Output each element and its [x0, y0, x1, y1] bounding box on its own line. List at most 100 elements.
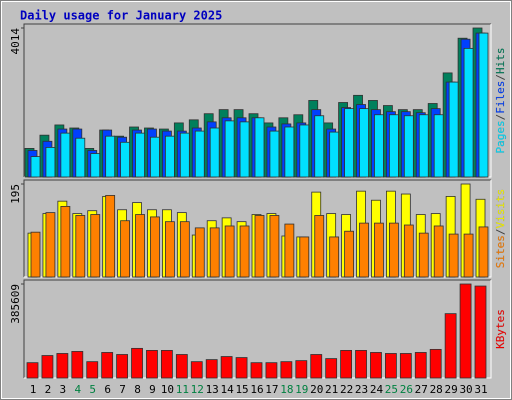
bar: [474, 285, 487, 379]
bar: [30, 231, 41, 278]
bar: [284, 223, 295, 278]
bar: [429, 348, 442, 379]
bar: [224, 120, 235, 178]
panel-bevel-dark: [23, 179, 491, 277]
bar: [340, 350, 353, 379]
y-tick-label: 195: [9, 184, 22, 204]
bar: [235, 357, 248, 379]
x-tick-label: 19: [295, 383, 308, 396]
bar: [135, 132, 145, 178]
bar: [209, 227, 220, 278]
bar: [190, 361, 203, 379]
bar: [239, 225, 250, 278]
bar: [448, 233, 459, 278]
bar: [194, 130, 205, 178]
panel-bevel-dark: [23, 279, 491, 378]
bar: [355, 350, 367, 379]
bar: [105, 135, 116, 178]
bar: [478, 32, 489, 178]
x-tick-label: 6: [104, 383, 111, 396]
bar: [75, 137, 86, 178]
bar: [150, 216, 160, 278]
bar: [329, 236, 340, 278]
bar: [254, 117, 265, 178]
x-tick-label: 1: [30, 383, 37, 396]
bar: [359, 222, 369, 278]
x-tick-label: 17: [265, 383, 278, 396]
legend-separator: /: [494, 74, 507, 81]
bar: [433, 114, 444, 178]
bar: [269, 215, 280, 278]
bar: [374, 222, 384, 278]
legend-separator: /: [494, 229, 507, 236]
bar: [86, 361, 99, 379]
bar: [459, 283, 472, 379]
x-tick-label: 31: [474, 383, 487, 396]
bar: [478, 226, 489, 278]
bar: [399, 353, 412, 379]
bar: [209, 127, 220, 178]
bar: [374, 114, 384, 178]
bar: [265, 362, 278, 379]
legend-entry: Hits: [494, 48, 507, 75]
x-tick-label: 22: [340, 383, 353, 396]
bar: [116, 354, 128, 379]
bar: [388, 114, 399, 178]
bar: [418, 232, 429, 278]
bar: [314, 115, 325, 178]
x-tick-label: 21: [325, 383, 338, 396]
legend-entry: Files: [494, 81, 507, 114]
x-tick-label: 3: [60, 383, 67, 396]
bar: [45, 212, 56, 278]
x-tick-label: 5: [89, 383, 96, 396]
bar: [179, 132, 190, 178]
bar: [160, 350, 173, 379]
x-tick-label: 2: [45, 383, 52, 396]
x-tick-label: 27: [415, 383, 428, 396]
x-tick-label: 16: [250, 383, 263, 396]
bar: [30, 156, 41, 178]
bar: [325, 358, 338, 379]
bar: [344, 108, 355, 178]
x-tick-label: 10: [161, 383, 174, 396]
bar: [120, 141, 130, 178]
x-tick-label: 30: [459, 383, 472, 396]
bar: [463, 233, 474, 278]
bar: [329, 131, 340, 178]
bar: [101, 352, 114, 379]
bar: [45, 147, 56, 178]
bar: [384, 353, 397, 379]
bar: [164, 221, 175, 278]
bar: [135, 214, 145, 278]
x-tick-label: 8: [134, 383, 141, 396]
bar: [71, 351, 84, 379]
bar: [344, 230, 355, 278]
x-tick-label: 12: [191, 383, 204, 396]
x-tick-label: 28: [430, 383, 443, 396]
bar: [224, 225, 235, 278]
bar: [90, 153, 101, 178]
x-tick-label: 23: [355, 383, 368, 396]
bar: [310, 354, 323, 379]
bar: [433, 225, 444, 278]
bar: [26, 362, 39, 379]
bar: [150, 136, 160, 178]
y-tick-label: 385609: [9, 284, 22, 324]
bar: [269, 130, 280, 178]
bar: [164, 135, 175, 178]
legend-entry: KBytes: [494, 309, 507, 349]
bar: [179, 221, 190, 278]
bar: [299, 236, 310, 278]
bar: [75, 215, 86, 278]
bar: [444, 313, 457, 379]
x-tick-label: 20: [310, 383, 323, 396]
x-tick-label: 4: [74, 383, 81, 396]
x-tick-label: 7: [119, 383, 126, 396]
bar: [403, 115, 414, 178]
bar: [56, 353, 69, 379]
legend: Sites/Visits: [494, 189, 507, 269]
legend: Pages/Files/Hits: [494, 48, 507, 154]
bar: [254, 215, 265, 278]
bar: [418, 114, 429, 178]
